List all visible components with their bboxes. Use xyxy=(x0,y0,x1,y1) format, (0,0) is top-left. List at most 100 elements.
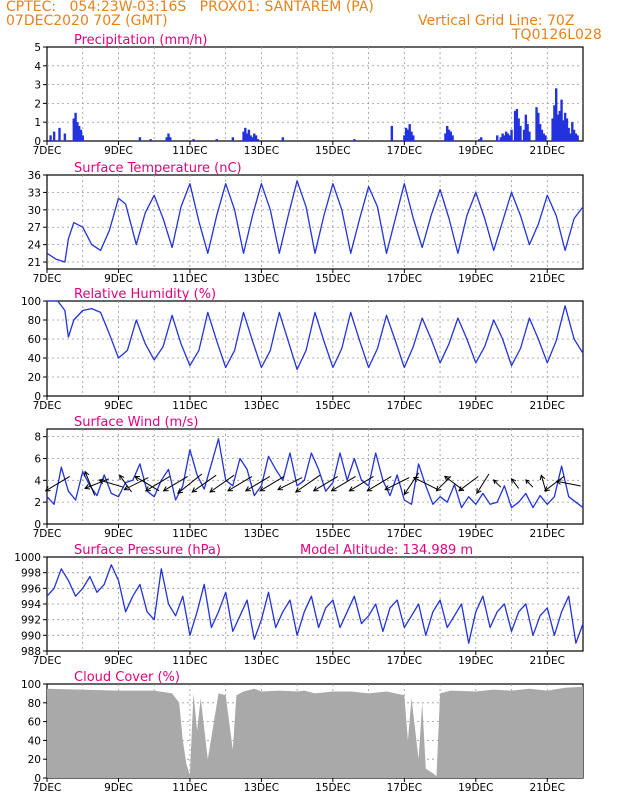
precip-bar xyxy=(479,137,483,141)
pres-xtick-label: 13DEC xyxy=(244,655,279,667)
wind-arrow-head xyxy=(525,479,530,485)
rh-ytick-label: 80 xyxy=(28,315,41,327)
pres-title: Surface Pressure (hPa) xyxy=(74,543,221,558)
wind-arrow-head xyxy=(277,485,284,491)
wind-arrow xyxy=(209,474,235,493)
cloud-title: Cloud Cover (%) xyxy=(74,670,180,685)
rh-ytick-label: 0 xyxy=(34,391,41,403)
rh-xtick-label: 21DEC xyxy=(530,400,565,412)
precip-bar xyxy=(72,118,75,141)
rh-ytick-label: 40 xyxy=(28,353,41,365)
pres-annotation: Model Altitude: 134.989 m xyxy=(300,543,473,558)
precip-bar xyxy=(513,110,517,141)
wind-series-line xyxy=(46,438,584,509)
precip-xtick-label: 19DEC xyxy=(458,145,493,157)
precip-bar xyxy=(519,125,522,141)
rh-xtick-label: 9DEC xyxy=(104,400,133,412)
pres-xtick-label: 21DEC xyxy=(530,655,565,667)
wind-arrow xyxy=(476,473,490,494)
precip-bar xyxy=(501,133,504,141)
wind-xtick-label: 21DEC xyxy=(530,528,565,540)
precip-bar xyxy=(551,118,554,141)
cloud-ytick-label: 20 xyxy=(28,754,41,766)
wind-arrow-head xyxy=(412,476,419,482)
precip-bar xyxy=(444,133,447,141)
temp-xtick-label: 19DEC xyxy=(458,273,493,285)
precip-bar xyxy=(451,135,454,141)
precip-bar xyxy=(403,135,406,141)
rh-xtick-label: 19DEC xyxy=(458,400,493,412)
pres-ytick-label: 1000 xyxy=(14,552,41,564)
wind-arrow xyxy=(259,475,285,492)
wind-ytick-label: 2 xyxy=(34,497,41,509)
pres-ytick-label: 992 xyxy=(21,615,41,627)
precip-bar xyxy=(52,131,56,141)
temp-xtick-label: 9DEC xyxy=(104,273,133,285)
precip-bar xyxy=(149,139,152,141)
wind-arrow-head xyxy=(366,486,373,492)
precip-title: Precipitation (mm/h) xyxy=(74,33,207,48)
wind-arrow-head xyxy=(44,486,51,492)
wind-arrow-head xyxy=(476,488,482,495)
wind-arrow-head xyxy=(244,486,251,492)
cloud-xtick-label: 7DEC xyxy=(33,782,62,794)
wind-arrow-head xyxy=(84,484,91,490)
wind-frame xyxy=(46,428,584,525)
wind-xtick-label: 19DEC xyxy=(458,528,493,540)
rh-xtick-label: 11DEC xyxy=(172,400,207,412)
precip-xtick-label: 21DEC xyxy=(530,145,565,157)
cloud-xtick-label: 9DEC xyxy=(104,782,133,794)
rh-title: Relative Humidity (%) xyxy=(74,287,216,302)
precip-bar xyxy=(528,131,531,141)
wind-arrow xyxy=(436,476,452,492)
wind-arrow xyxy=(384,477,410,491)
precip-bar xyxy=(535,107,538,141)
header-date: 07DEC2020 70Z (GMT) xyxy=(6,13,168,29)
wind-arrow xyxy=(45,475,70,492)
precip-bar xyxy=(244,127,247,141)
precip-bar xyxy=(571,122,574,141)
precip-bar xyxy=(169,137,172,141)
precip-bar xyxy=(412,135,415,141)
wind-ytick-label: 4 xyxy=(34,475,41,487)
precip-bar xyxy=(515,109,519,141)
pres-ytick-label: 998 xyxy=(21,568,41,580)
precip-bar xyxy=(49,135,52,141)
wind-arrow-head xyxy=(144,486,151,492)
wind-arrow-head xyxy=(162,486,169,492)
precip-bar xyxy=(353,139,356,141)
wind-title: Surface Wind (m/s) xyxy=(74,415,198,430)
precip-bar xyxy=(503,135,506,141)
pres-ytick-label: 988 xyxy=(21,646,41,658)
precip-bar xyxy=(572,129,576,141)
precip-bar xyxy=(558,110,561,141)
wind-arrow-head xyxy=(330,486,337,492)
wind-arrow xyxy=(403,472,420,495)
temp-xtick-label: 7DEC xyxy=(33,273,62,285)
wind-arrow xyxy=(145,475,171,492)
temp-xtick-label: 21DEC xyxy=(530,273,565,285)
precip-ytick-label: 0 xyxy=(34,136,41,148)
rh-xtick-label: 13DEC xyxy=(244,400,279,412)
cloud-xtick-label: 21DEC xyxy=(530,782,565,794)
wind-arrow xyxy=(525,479,534,488)
precip-bar xyxy=(526,124,529,141)
precip-bar xyxy=(165,137,168,141)
precip-bar xyxy=(496,135,499,141)
wind-arrow-head xyxy=(191,487,198,493)
precip-bar xyxy=(449,131,452,141)
precip-bar xyxy=(542,133,545,141)
header-grid-note: Vertical Grid Line: 70Z xyxy=(418,13,575,29)
pres-ytick-label: 990 xyxy=(21,630,41,642)
wind-arrow xyxy=(84,471,96,496)
wind-arrow-head xyxy=(312,486,319,492)
precip-bar xyxy=(524,114,528,141)
wind-arrow xyxy=(331,475,356,492)
rh-ytick-label: 20 xyxy=(28,372,41,384)
wind-xtick-label: 17DEC xyxy=(387,528,422,540)
precip-bar xyxy=(522,129,526,141)
cloud-xtick-label: 13DEC xyxy=(244,782,279,794)
precip-bar xyxy=(404,127,408,141)
temp-ytick-label: 33 xyxy=(28,187,41,199)
wind-arrow-head xyxy=(98,478,105,484)
